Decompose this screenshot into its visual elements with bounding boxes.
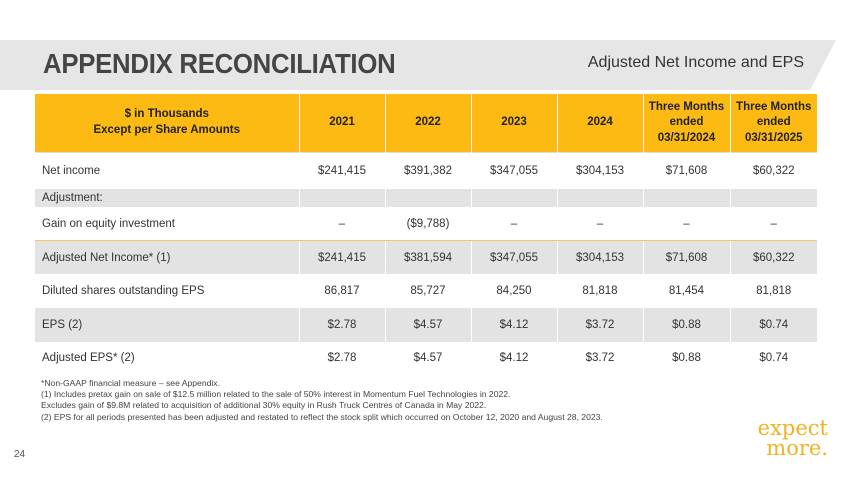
table-row: Gain on equity investment – ($9,788) – –… bbox=[35, 207, 817, 241]
table-cell: – bbox=[643, 207, 731, 241]
table-cell: $304,153 bbox=[557, 152, 644, 189]
reconciliation-table: $ in Thousands Except per Share Amounts … bbox=[35, 94, 817, 374]
table-cell bbox=[643, 189, 731, 207]
table-cell: $241,415 bbox=[299, 152, 386, 189]
table-cell: $4.12 bbox=[471, 342, 558, 374]
table-header-row: $ in Thousands Except per Share Amounts … bbox=[35, 94, 817, 153]
column-header: Three Months ended 03/31/2024 bbox=[643, 94, 731, 153]
table-cell: $4.12 bbox=[471, 308, 558, 342]
table-cell: – bbox=[299, 207, 386, 241]
row-label: Adjustment: bbox=[35, 189, 300, 207]
table-cell: $3.72 bbox=[557, 308, 644, 342]
column-header: Three Months ended 03/31/2025 bbox=[730, 94, 817, 153]
page-number: 24 bbox=[14, 449, 26, 460]
table-cell: – bbox=[557, 207, 644, 241]
footnote: Excludes gain of $9.8M related to acquis… bbox=[41, 400, 487, 411]
column-header: 2023 bbox=[471, 94, 558, 153]
table-cell: 81,818 bbox=[730, 274, 817, 308]
table-cell: $60,322 bbox=[730, 240, 817, 274]
table-cell bbox=[730, 189, 817, 207]
table-cell bbox=[557, 189, 644, 207]
table-cell bbox=[299, 189, 386, 207]
table-cell: 81,454 bbox=[643, 274, 731, 308]
footnotes: *Non-GAAP financial measure – see Append… bbox=[41, 378, 741, 423]
table-cell: $347,055 bbox=[471, 240, 558, 274]
expect-more-logo: expect more. bbox=[736, 416, 828, 460]
page-subtitle: Adjusted Net Income and EPS bbox=[587, 54, 804, 71]
footnote: *Non-GAAP financial measure – see Append… bbox=[41, 378, 220, 388]
table-cell: $304,153 bbox=[557, 240, 644, 274]
logo-line: expect bbox=[757, 416, 828, 440]
banner-shape bbox=[0, 40, 836, 90]
row-label: Adjusted Net Income* (1) bbox=[35, 240, 300, 274]
table-cell: – bbox=[730, 207, 817, 241]
footnote: (2) EPS for all periods presented has be… bbox=[41, 411, 603, 422]
row-label: Gain on equity investment bbox=[35, 207, 300, 241]
table-cell: 85,727 bbox=[385, 274, 472, 308]
column-header: $ in Thousands Except per Share Amounts bbox=[35, 94, 300, 153]
table-cell: – bbox=[471, 207, 558, 241]
row-label: Diluted shares outstanding EPS bbox=[35, 274, 300, 308]
table-cell: $4.57 bbox=[385, 342, 472, 374]
table-row: Adjustment: bbox=[35, 189, 817, 207]
table-cell: $2.78 bbox=[299, 342, 386, 374]
title-banner bbox=[0, 40, 850, 90]
table-cell: 81,818 bbox=[557, 274, 644, 308]
table-cell: $71,608 bbox=[643, 152, 731, 189]
table-cell: $0.88 bbox=[643, 308, 731, 342]
table-cell: $241,415 bbox=[299, 240, 386, 274]
footnote: (1) Includes pretax gain on sale of $12.… bbox=[41, 389, 511, 400]
table-cell: 84,250 bbox=[471, 274, 558, 308]
table-cell: $0.74 bbox=[730, 308, 817, 342]
table-cell: $381,594 bbox=[385, 240, 472, 274]
table-cell: $391,382 bbox=[385, 152, 472, 189]
table-row: Net income $241,415 $391,382 $347,055 $3… bbox=[35, 152, 817, 189]
row-label: Adjusted EPS* (2) bbox=[35, 342, 300, 374]
table-cell: $60,322 bbox=[730, 152, 817, 189]
table-cell: $4.57 bbox=[385, 308, 472, 342]
table-row: Diluted shares outstanding EPS 86,817 85… bbox=[35, 274, 817, 308]
table-cell: 86,817 bbox=[299, 274, 386, 308]
table-cell: $0.88 bbox=[643, 342, 731, 374]
table-row: Adjusted Net Income* (1) $241,415 $381,5… bbox=[35, 240, 817, 274]
logo-line: more. bbox=[766, 436, 828, 460]
row-label: EPS (2) bbox=[35, 308, 300, 342]
table-cell bbox=[471, 189, 558, 207]
column-header: 2021 bbox=[299, 94, 386, 153]
table-cell: $347,055 bbox=[471, 152, 558, 189]
table-row: Adjusted EPS* (2) $2.78 $4.57 $4.12 $3.7… bbox=[35, 342, 817, 374]
row-label: Net income bbox=[35, 152, 300, 189]
table-cell: ($9,788) bbox=[385, 207, 472, 241]
page-title: APPENDIX RECONCILIATION bbox=[43, 48, 396, 79]
table-cell: $0.74 bbox=[730, 342, 817, 374]
column-header: 2024 bbox=[557, 94, 644, 153]
table-row: EPS (2) $2.78 $4.57 $4.12 $3.72 $0.88 $0… bbox=[35, 308, 817, 342]
table-cell: $71,608 bbox=[643, 240, 731, 274]
column-header: 2022 bbox=[385, 94, 472, 153]
table-cell: $3.72 bbox=[557, 342, 644, 374]
table-cell: $2.78 bbox=[299, 308, 386, 342]
table-cell bbox=[385, 189, 472, 207]
